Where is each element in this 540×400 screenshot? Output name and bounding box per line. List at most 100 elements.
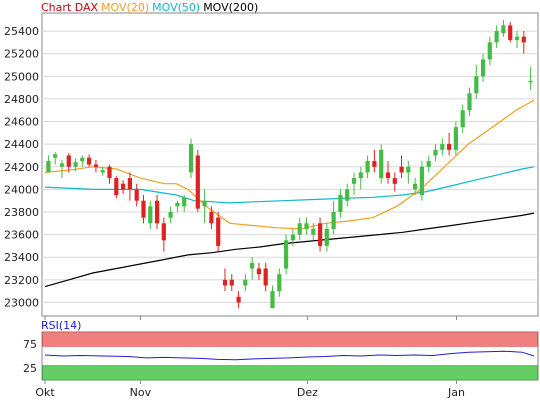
candle-up [494,31,499,43]
legend-entry-3: MOV(200) [203,1,258,14]
candle-up [188,144,194,173]
candle-down [236,296,241,303]
candle-up [365,161,370,173]
candle-up [379,149,384,179]
rsi-y-tick-label: 75 [23,338,37,351]
legend-entry-0: Chart DAX [41,1,99,14]
candle-down [392,178,397,184]
rsi-oversold-zone [42,365,538,381]
candle-up [311,228,316,235]
candle-down [263,268,268,286]
candle-down [107,166,112,179]
candle-up [345,189,350,201]
candle-up [413,183,418,190]
candle-up [453,127,458,150]
candle-up [277,274,282,292]
candle-down [399,166,404,173]
candle-down [209,212,214,224]
candle-up [501,25,506,34]
legend-entry-2: MOV(50) [152,1,200,14]
candle-down [508,25,513,41]
candle-up [338,195,343,212]
x-tick-label-nov: Nov [130,386,152,399]
x-tick-label-dez: Dez [297,386,318,399]
candle-down [216,217,221,246]
chart-legend: Chart DAX MOV(20) MOV(50) MOV(200) [41,1,258,14]
price-grid [41,12,539,317]
rsi-line [44,350,535,361]
x-tick-label-okt: Okt [35,386,55,399]
price-y-tick-label: 23400 [4,251,39,264]
ma20-line [44,99,535,230]
candle-up [481,59,486,77]
candle-down [256,268,261,275]
candle-up [46,161,51,173]
candle-up [528,80,533,83]
legend-entry-1: MOV(20) [101,1,149,14]
candle-up [270,291,275,309]
price-y-tick-label: 25000 [4,70,39,83]
candle-down [521,36,526,43]
rsi-y-tick-label: 25 [23,362,37,375]
candle-down [318,223,323,246]
candle-down [195,155,200,209]
rsi-plot: RSI(14) [41,319,539,381]
price-plot [44,19,535,309]
candle-up [148,206,153,224]
candle-down [121,183,126,190]
rsi-legend-label: RSI(14) [41,319,81,332]
candle-up [358,172,363,179]
candle-up [433,149,438,156]
candle-up [73,162,78,167]
price-y-tick-label: 23600 [4,229,39,242]
candle-up [331,212,336,229]
candle-up [487,42,492,60]
price-y-tick-label: 24600 [4,116,39,129]
x-tick-label-jan: Jan [447,386,465,399]
candle-down [385,172,391,179]
ma50-line [44,166,535,204]
candle-down [141,200,146,218]
candle-up [324,228,329,246]
price-y-tick-label: 23200 [4,274,39,287]
candle-down [114,178,119,196]
candle-up [406,166,411,173]
price-y-tick-label: 24200 [4,161,39,174]
candle-up [80,157,85,162]
candle-down [222,279,228,286]
price-panel-frame [41,12,539,317]
candle-up [202,200,207,207]
candle-down [127,178,132,190]
candle-up [168,212,173,218]
candle-up [419,166,424,196]
chart-axes: 23000 23200 23400 23600 23800 24000 24200 24400… [4,25,465,399]
candle-up [284,240,289,269]
candle-up [243,279,248,286]
rsi-overbought-zone [42,331,538,347]
price-y-tick-label: 24800 [4,93,39,106]
candle-up [460,110,465,128]
price-y-tick-label: 23000 [4,296,39,309]
candle-down [134,189,139,201]
candle-up [290,234,295,241]
candle-up [297,223,302,235]
candle-up [474,76,479,94]
candle-up [514,36,520,41]
candle-down [229,279,234,286]
candle-up [175,202,180,207]
candle-up [440,144,445,150]
candle-up [250,262,255,269]
candle-up [304,223,309,229]
candle-up [59,163,65,167]
candle-down [66,155,71,167]
ma200-line [44,212,535,288]
candle-up [100,170,105,173]
candle-up [182,197,187,207]
price-y-tick-label: 23800 [4,206,39,219]
price-y-tick-label: 25400 [4,25,39,38]
candle-down [372,161,377,167]
candle-down [161,223,166,241]
candle-down [87,157,92,165]
candle-up [426,161,431,167]
